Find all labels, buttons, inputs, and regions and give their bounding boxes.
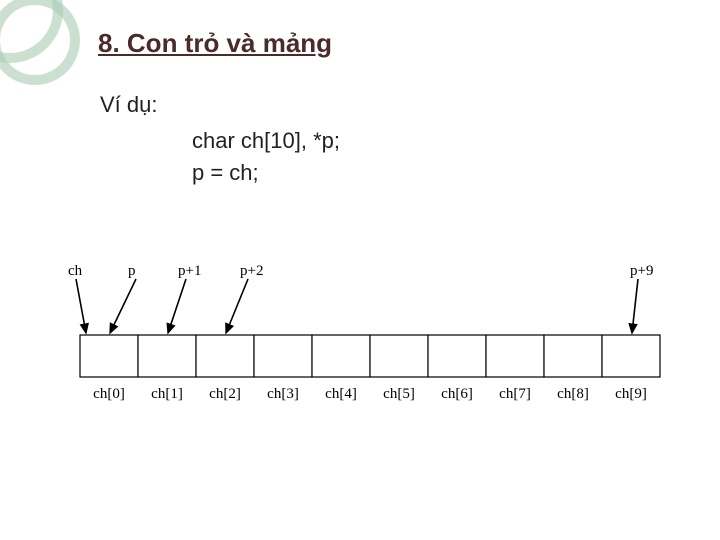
pointer-label-0: ch: [68, 263, 83, 279]
array-cell-1: [138, 335, 196, 377]
cell-label-7: ch[7]: [499, 386, 531, 402]
pointer-arrow-0: [76, 279, 86, 333]
pointer-arrow-3: [226, 279, 248, 333]
array-cell-4: [312, 335, 370, 377]
heading-text: 8. Con trỏ và mảng: [98, 28, 332, 58]
array-cell-7: [486, 335, 544, 377]
array-cell-5: [370, 335, 428, 377]
pointer-label-4: p+9: [630, 263, 653, 279]
pointer-arrow-2: [168, 279, 186, 333]
pointer-arrow-1: [110, 279, 136, 333]
cell-label-6: ch[6]: [441, 386, 473, 402]
cell-label-9: ch[9]: [615, 386, 647, 402]
cell-label-8: ch[8]: [557, 386, 589, 402]
array-cell-8: [544, 335, 602, 377]
array-cell-3: [254, 335, 312, 377]
example-label-text: Ví dụ:: [100, 92, 157, 117]
cell-label-2: ch[2]: [209, 386, 241, 402]
cell-label-5: ch[5]: [383, 386, 415, 402]
example-label: Ví dụ:: [100, 92, 157, 118]
array-cell-9: [602, 335, 660, 377]
cell-label-0: ch[0]: [93, 386, 125, 402]
array-cell-2: [196, 335, 254, 377]
array-pointer-diagram: ch p p+1 p+2 p+9 ch[0] ch[1] ch[2] ch[3] ch[4] ch…: [60, 260, 680, 440]
array-cell-6: [428, 335, 486, 377]
cell-label-3: ch[3]: [267, 386, 299, 402]
code-line-0: char ch[10], *p;: [192, 128, 340, 154]
array-cell-0: [80, 335, 138, 377]
pointer-label-2: p+1: [178, 263, 201, 279]
code-line-1: p = ch;: [192, 160, 259, 186]
pointer-label-1: p: [128, 263, 136, 279]
corner-decoration: [0, 0, 100, 100]
cell-label-4: ch[4]: [325, 386, 357, 402]
pointer-label-3: p+2: [240, 263, 263, 279]
pointer-arrow-4: [632, 279, 638, 333]
cell-label-1: ch[1]: [151, 386, 183, 402]
slide-heading: 8. Con trỏ và mảng: [98, 28, 332, 59]
